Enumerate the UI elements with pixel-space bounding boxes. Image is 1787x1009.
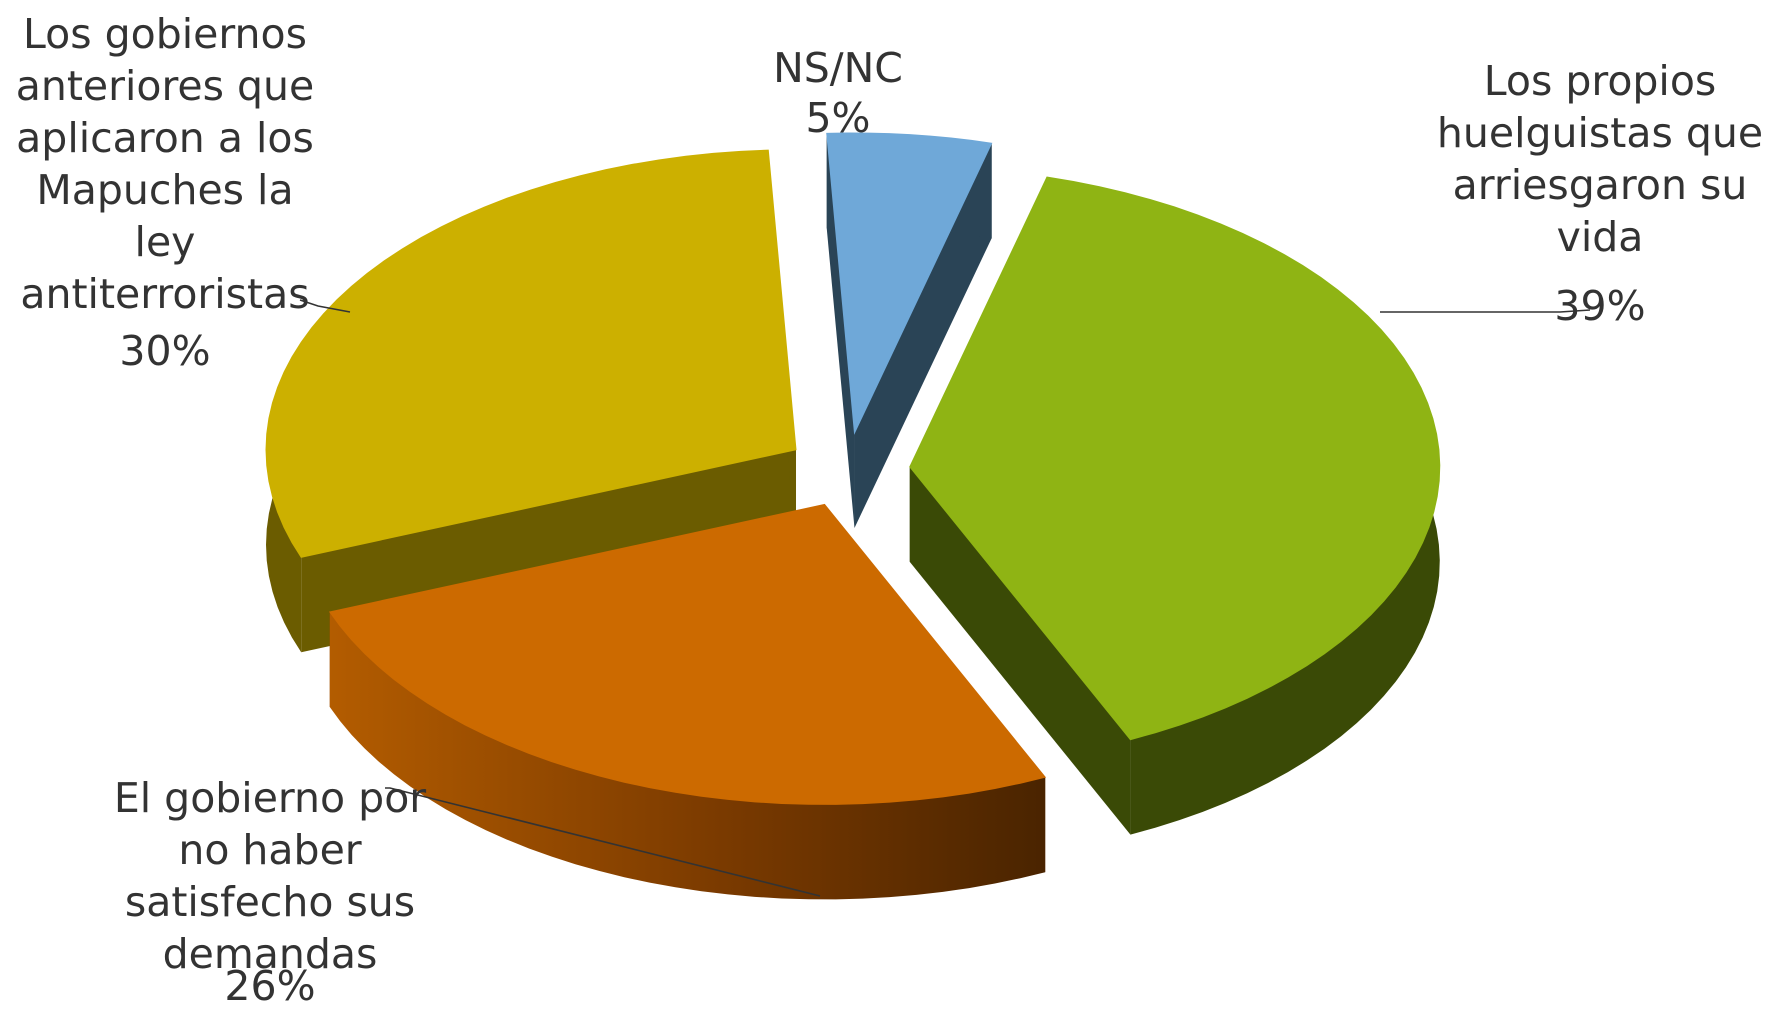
slice-label-line: huelguistas que <box>1437 109 1763 157</box>
pie-slice-0 <box>909 176 1441 835</box>
slice-label-line: Mapuches la <box>36 166 293 214</box>
slice-label-line: antiterroristas <box>20 270 309 318</box>
leader-line <box>299 299 351 313</box>
slice-label-line: El gobierno por <box>114 774 426 822</box>
leader-line <box>1380 309 1591 313</box>
slice-label-line: vida <box>1557 213 1644 261</box>
slice-value-label: 30% <box>119 327 210 375</box>
slice-value-label: 5% <box>805 94 870 142</box>
slice-label-line: arriesgaron su <box>1453 161 1748 209</box>
slice-label-line: NS/NC <box>773 44 903 92</box>
slice-label-line: anteriores que <box>16 62 315 110</box>
slice-label-line: no haber <box>178 826 361 874</box>
slice-label-line: satisfecho sus <box>125 878 415 926</box>
pie-slice-1 <box>328 503 1047 900</box>
slice-label-line: ley <box>135 218 196 266</box>
slice-label-line: Los gobiernos <box>23 10 307 58</box>
slice-label-line: aplicaron a los <box>16 114 314 162</box>
slice-value-label: 26% <box>224 962 315 1009</box>
slice-label-line: demandas <box>163 930 378 978</box>
pie-slice-3 <box>826 132 993 529</box>
slice-value-label: 39% <box>1554 282 1645 330</box>
leader-line <box>385 787 821 897</box>
slice-label-3: NS/NC5% <box>773 44 903 142</box>
slice-label-line: Los propios <box>1484 57 1717 105</box>
